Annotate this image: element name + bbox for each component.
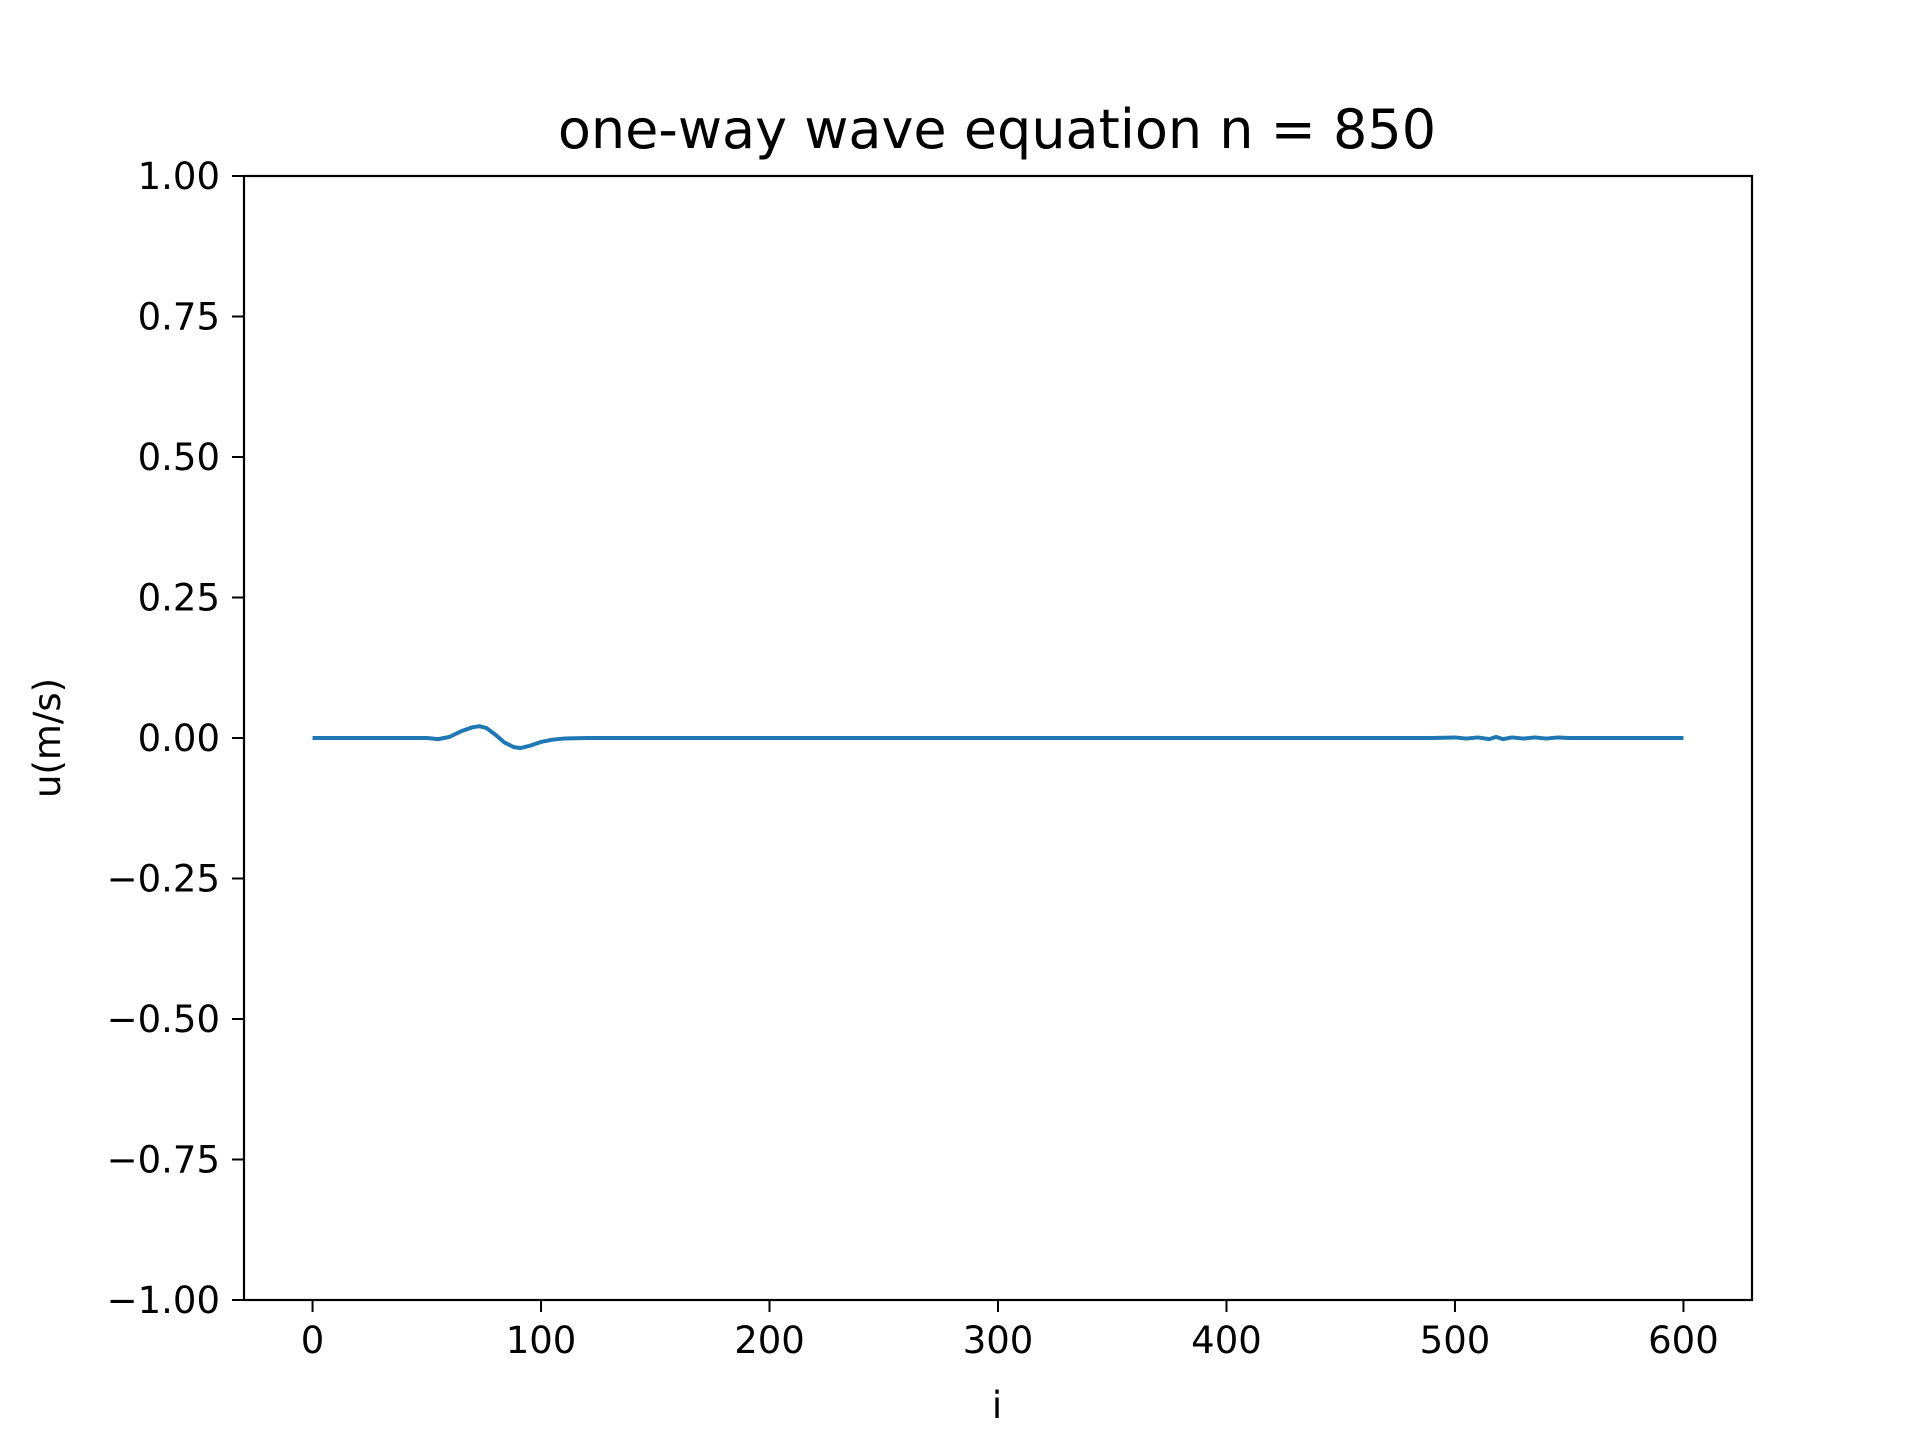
x-tick-label: 600 bbox=[1648, 1319, 1719, 1362]
series-line bbox=[312, 724, 1684, 751]
y-tick-label: −0.25 bbox=[107, 858, 220, 901]
x-tick-label: 400 bbox=[1191, 1319, 1262, 1362]
plot-area bbox=[312, 724, 1684, 751]
y-tick-label: 1.00 bbox=[138, 155, 220, 198]
y-tick-label: −1.00 bbox=[107, 1279, 220, 1322]
x-tick-label: 0 bbox=[301, 1319, 325, 1362]
x-tick-label: 200 bbox=[734, 1319, 805, 1362]
plot-frame bbox=[242, 174, 1754, 1302]
y-tick-label: 0.75 bbox=[138, 296, 220, 339]
chart-title: one-way wave equation n = 850 bbox=[558, 98, 1436, 161]
x-axis-label: i bbox=[992, 1384, 1002, 1427]
x-axis: 0 100 200 300 400 500 600 bbox=[301, 1300, 1719, 1362]
y-tick-label: 0.00 bbox=[138, 717, 220, 760]
y-tick-label: 0.25 bbox=[138, 577, 220, 620]
y-axis-label: u(m/s) bbox=[26, 678, 69, 798]
x-tick-label: 100 bbox=[506, 1319, 577, 1362]
y-tick-label: −0.75 bbox=[107, 1139, 220, 1182]
y-tick-label: 0.50 bbox=[138, 436, 220, 479]
y-tick-label: −0.50 bbox=[107, 998, 220, 1041]
y-axis: 1.00 0.75 0.50 0.25 0.00 −0.25 −0.50 −0.75 −1.00 bbox=[107, 155, 244, 1322]
x-tick-label: 500 bbox=[1420, 1319, 1491, 1362]
x-tick-label: 300 bbox=[963, 1319, 1034, 1362]
